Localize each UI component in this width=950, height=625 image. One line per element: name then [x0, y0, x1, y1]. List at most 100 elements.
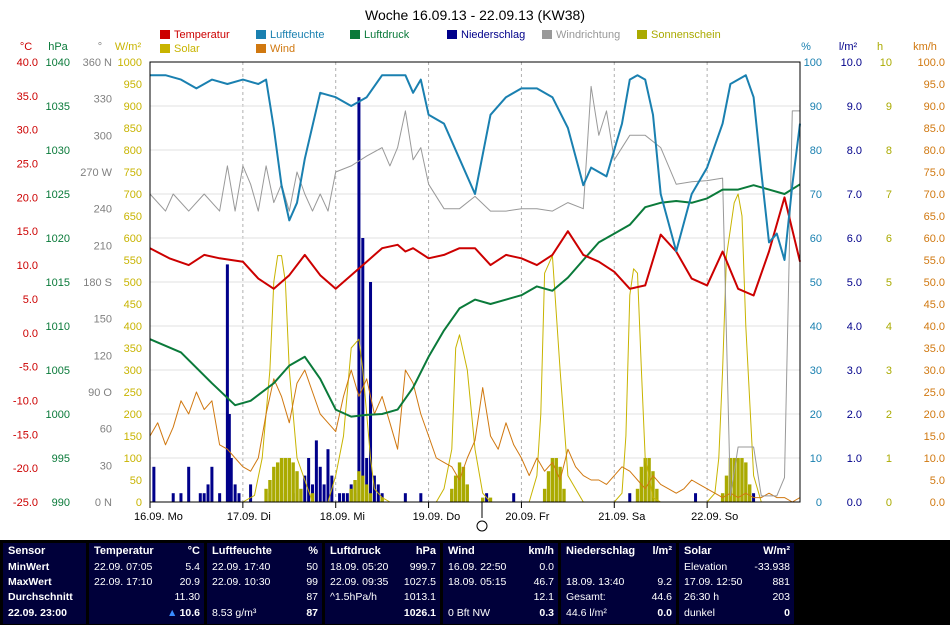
niederschlag-bar-6 [206, 484, 210, 502]
niederschlag-bar-31 [357, 97, 361, 502]
right-axis-3-tick-1: 95.0 [924, 79, 945, 91]
legend-label-4: Windrichtung [556, 29, 620, 41]
left-axis-1-tick-2: 1030 [46, 145, 70, 157]
right-axis-0-tick-7: 30 [810, 365, 822, 377]
luftdruck-row-0-value: 999.7 [409, 561, 436, 573]
left-axis-0-tick-8: 0.0 [23, 328, 38, 340]
sonnenschein-bar-26 [546, 471, 551, 502]
wind-line [149, 369, 801, 503]
now-marker[interactable] [476, 502, 488, 532]
niederschlag-bar-44 [694, 493, 698, 502]
right-axis-0-tick-10: 0 [816, 497, 822, 509]
legend-swatch-7 [256, 44, 266, 53]
left-axis-3-tick-11: 450 [124, 299, 142, 311]
sonnenschein-bar-0 [264, 488, 268, 502]
sonnenschein-bar-17 [380, 497, 384, 502]
temperatur-row-0-value: 5.4 [185, 561, 200, 573]
niederschlag-bar-23 [322, 484, 326, 502]
wind-header: Wind [448, 545, 475, 557]
x-tick-label-6: 22.09. So [691, 511, 738, 523]
sonnenschein-bar-35 [651, 471, 655, 502]
avg-label: Durchschnitt [8, 591, 73, 603]
left-axis-2-tick-3: 270 W [80, 167, 112, 179]
left-axis-1-tick-8: 1000 [46, 409, 70, 421]
left-axis-1-tick-6: 1010 [46, 321, 70, 333]
niederschlag-bar-43 [628, 493, 632, 502]
luftfeuchte-row-1-value: 99 [306, 576, 318, 588]
windrichtung-line [149, 85, 800, 497]
wind-row-1-label: 18.09. 05:15 [448, 576, 507, 588]
niederschlag-bar-5 [202, 493, 206, 502]
sonnenschein-bar-3 [275, 462, 280, 502]
weather-chart: Woche 16.09.13 - 22.09.13 (KW38) Tempera… [13, 7, 945, 532]
left-axis-1-tick-0: 1040 [46, 57, 70, 69]
right-axis-1-tick-0: 10.0 [841, 57, 862, 69]
legend-label-0: Temperatur [174, 29, 230, 41]
right-axis-3-tick-5: 75.0 [924, 167, 945, 179]
right-axis-3-tick-18: 10.0 [924, 453, 945, 465]
legend-label-6: Solar [174, 43, 200, 55]
niederschlag-bar-12 [233, 484, 237, 502]
right-axis-0-tick-2: 80 [810, 145, 822, 157]
legend-swatch-1 [256, 30, 266, 39]
current-time-label: 22.09. 23:00 [8, 607, 67, 619]
left-axis-3-tick-6: 700 [124, 189, 142, 201]
sonnenschein-bar-4 [279, 458, 284, 502]
min-label: MinWert [8, 561, 50, 573]
left-axis-2-tick-4: 240 [94, 204, 112, 216]
niederschlag-bar-27 [341, 493, 345, 502]
left-axis-3-tick-15: 250 [124, 387, 142, 399]
right-axis-1-tick-5: 5.0 [847, 277, 862, 289]
sonnenschein-bar-22 [465, 484, 469, 502]
x-axis: 16.09. Mo 17.09. Di 18.09. Mi 19.09. Do 20.0… [134, 502, 738, 523]
left-axis-unit-2: ° [98, 41, 102, 53]
right-axis-3-tick-11: 45.0 [924, 299, 945, 311]
sonnenschein-bar-23 [481, 497, 485, 502]
wind-row-2-value: 12.1 [533, 591, 554, 603]
right-axis-2-tick-4: 6 [886, 233, 892, 245]
temperatur-current-value: 10.6 [179, 607, 200, 619]
sonnenschein-bar-19 [453, 475, 458, 502]
sonnenschein-bar-11 [349, 488, 353, 502]
sonnenschein-bar-41 [736, 458, 740, 502]
left-axis-2-tick-1: 330 [94, 94, 112, 106]
left-axis-2-tick-11: 30 [100, 460, 112, 472]
now-marker-icon [476, 520, 488, 532]
solar-row-1-label: 17.09. 12:50 [684, 576, 743, 588]
left-axis-2-tick-7: 150 [94, 314, 112, 326]
niederschlag-bar-21 [314, 440, 318, 502]
right-axis-3-tick-0: 100.0 [917, 57, 945, 69]
luftdruck-unit: hPa [415, 545, 436, 557]
sonnenschein-bar-20 [457, 462, 462, 502]
left-axis-3-tick-18: 100 [124, 453, 142, 465]
niederschlag-extra: 44.6 l/m² [566, 607, 607, 619]
luftdruck-header: Luftdruck [330, 545, 381, 557]
niederschlag-bar-10 [227, 414, 231, 502]
solar-current-value: 0 [784, 607, 790, 619]
wind-row-0-label: 16.09. 22:50 [448, 561, 507, 573]
luftfeuchte-extra: 8.53 g/m³ [212, 607, 257, 619]
x-tick-label-0: 16.09. Mo [134, 511, 183, 523]
left-axis-1-tick-7: 1005 [46, 365, 70, 377]
temperatur-header: Temperatur [94, 545, 154, 557]
right-axis-0-tick-0: 100 [804, 57, 822, 69]
left-axis-3-tick-3: 850 [124, 123, 142, 135]
right-axis-3-tick-3: 85.0 [924, 123, 945, 135]
right-axis-3-tick-8: 60.0 [924, 233, 945, 245]
niederschlag-bar-26 [338, 493, 342, 502]
right-axis-0-tick-1: 90 [810, 101, 822, 113]
legend-swatch-5 [637, 30, 647, 39]
solar-unit: W/m² [763, 545, 790, 557]
right-axis-0-tick-3: 70 [810, 189, 822, 201]
sonnenschein-bar-43 [744, 462, 748, 502]
legend-label-5: Sonnenschein [651, 29, 721, 41]
niederschlag-bar-9 [225, 264, 229, 502]
legend-label-2: Luftdruck [364, 29, 410, 41]
temperatur-row-0-label: 22.09. 07:05 [94, 561, 153, 573]
legend-label-3: Niederschlag [461, 29, 525, 41]
left-axis-2-tick-0: 360 N [83, 57, 112, 69]
sonnenschein-bar-31 [635, 488, 640, 502]
right-axis-0-tick-9: 10 [810, 453, 822, 465]
sonnenschein-bar-7 [291, 462, 295, 502]
right-axis-2-tick-0: 10 [880, 57, 892, 69]
